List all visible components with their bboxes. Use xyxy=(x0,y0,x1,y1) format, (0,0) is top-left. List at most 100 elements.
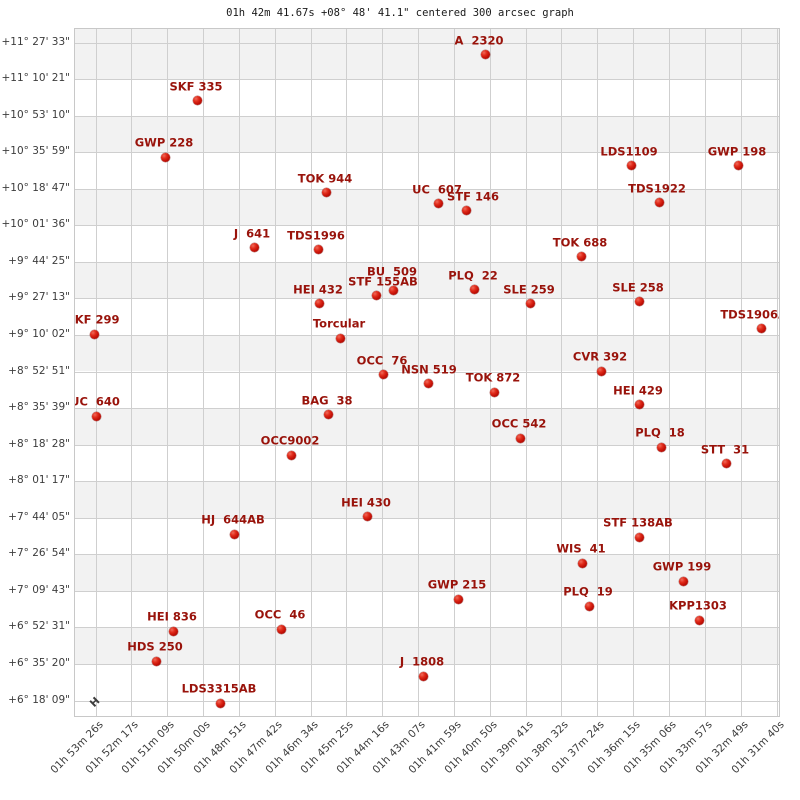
data-point[interactable] xyxy=(634,399,644,409)
gridline-vertical xyxy=(561,29,563,716)
gridline-vertical xyxy=(274,29,276,716)
gridline-vertical xyxy=(203,29,205,716)
data-point[interactable] xyxy=(461,205,471,215)
gridline-horizontal xyxy=(75,188,779,190)
data-point[interactable] xyxy=(678,576,688,586)
gridline-horizontal xyxy=(75,700,779,702)
data-point[interactable] xyxy=(596,366,606,376)
data-point[interactable] xyxy=(388,285,398,295)
data-point[interactable] xyxy=(577,558,587,568)
gridline-vertical xyxy=(238,29,240,716)
data-point[interactable] xyxy=(362,511,372,521)
data-point[interactable] xyxy=(656,442,666,452)
data-point[interactable] xyxy=(313,244,323,254)
gridline-vertical xyxy=(525,29,527,716)
y-tick-label: +9° 44' 25" xyxy=(8,254,70,267)
gridline-vertical xyxy=(167,29,169,716)
data-point[interactable] xyxy=(321,187,331,197)
plot-area: A 2320 SKF 335 GWP 228 LDS1109 GWP 198 TOK 94… xyxy=(74,28,780,717)
data-point-label: GWP 198 xyxy=(707,144,767,159)
gridline-horizontal xyxy=(75,42,779,44)
data-point[interactable] xyxy=(480,49,490,59)
data-point[interactable] xyxy=(91,411,101,421)
data-point[interactable] xyxy=(756,323,766,333)
data-point-label: LDS1109 xyxy=(600,144,658,159)
data-point-label: NSN 519 xyxy=(401,362,457,377)
data-point[interactable] xyxy=(694,615,704,625)
data-point-label: LDS3315AB xyxy=(181,681,257,696)
gridline-horizontal xyxy=(75,79,779,81)
data-point[interactable] xyxy=(378,369,388,379)
data-point[interactable] xyxy=(489,387,499,397)
data-point-label: SLE 259 xyxy=(503,282,555,297)
data-point[interactable] xyxy=(626,160,636,170)
gridline-vertical xyxy=(453,29,455,716)
data-point[interactable] xyxy=(733,160,743,170)
gridline-vertical xyxy=(704,29,706,716)
data-point[interactable] xyxy=(89,329,99,339)
y-tick-label: +8° 01' 17" xyxy=(8,474,70,487)
data-point[interactable] xyxy=(469,284,479,294)
data-point-label: OCC 46 xyxy=(254,607,306,622)
gridline-horizontal xyxy=(75,152,779,154)
gridline-horizontal xyxy=(75,408,779,410)
y-tick-label: +6° 35' 20" xyxy=(8,656,70,669)
data-point[interactable] xyxy=(634,532,644,542)
data-point-label: TOK 872 xyxy=(465,370,521,385)
plot-band xyxy=(75,334,779,372)
data-point[interactable] xyxy=(371,290,381,300)
data-point-label: GWP 228 xyxy=(134,135,194,150)
data-point[interactable] xyxy=(576,251,586,261)
data-point[interactable] xyxy=(151,656,161,666)
plot-band xyxy=(75,115,779,153)
data-point[interactable] xyxy=(276,624,286,634)
gridline-vertical xyxy=(740,29,742,716)
gridline-horizontal xyxy=(75,590,779,592)
gridline-horizontal xyxy=(75,334,779,336)
data-point-label: Torcular xyxy=(312,316,366,331)
data-point-label: HEI 836 xyxy=(147,609,197,624)
y-tick-label: +8° 18' 28" xyxy=(8,437,70,450)
data-point[interactable] xyxy=(423,378,433,388)
gridline-horizontal xyxy=(75,663,779,665)
x-axis: 01h 53m 26s 01h 52m 17s 01h 51m 09s 01h 50m… xyxy=(48,695,786,800)
data-point[interactable] xyxy=(654,197,664,207)
data-point[interactable] xyxy=(229,529,239,539)
data-point[interactable] xyxy=(314,298,324,308)
gridline-vertical xyxy=(489,29,491,716)
data-point[interactable] xyxy=(453,594,463,604)
data-point[interactable] xyxy=(215,698,225,708)
data-point-label: BU 509 xyxy=(366,264,418,279)
data-point-label: HEI 430 xyxy=(341,495,391,510)
data-point[interactable] xyxy=(525,298,535,308)
data-point-label: OCC9002 xyxy=(260,433,320,448)
gridline-vertical xyxy=(776,29,778,716)
y-tick-label: +6° 52' 31" xyxy=(8,620,70,633)
data-point[interactable] xyxy=(286,450,296,460)
data-point-label: HEI 429 xyxy=(613,383,663,398)
y-tick-label: +8° 35' 39" xyxy=(8,401,70,414)
data-point[interactable] xyxy=(335,333,345,343)
data-point[interactable] xyxy=(584,601,594,611)
gridline-horizontal xyxy=(75,225,779,227)
y-tick-label: +10° 18' 47" xyxy=(1,181,70,194)
data-point[interactable] xyxy=(249,242,259,252)
data-point[interactable] xyxy=(418,671,428,681)
data-point[interactable] xyxy=(515,433,525,443)
plot-band xyxy=(75,188,779,226)
data-point-label: HJ 644AB xyxy=(201,512,265,527)
data-point-label: PLQ 22 xyxy=(448,268,498,283)
data-point-label: UC 640 xyxy=(74,394,120,409)
data-point[interactable] xyxy=(192,95,202,105)
data-point[interactable] xyxy=(433,198,443,208)
data-point-label: BAG 38 xyxy=(301,393,353,408)
data-point-label: WIS 41 xyxy=(556,541,606,556)
data-point[interactable] xyxy=(323,409,333,419)
data-point-label: PLQ 18 xyxy=(635,425,685,440)
data-point[interactable] xyxy=(160,152,170,162)
data-point[interactable] xyxy=(721,458,731,468)
data-point-label: STF 146 xyxy=(447,189,499,204)
data-point[interactable] xyxy=(634,296,644,306)
data-point[interactable] xyxy=(168,626,178,636)
